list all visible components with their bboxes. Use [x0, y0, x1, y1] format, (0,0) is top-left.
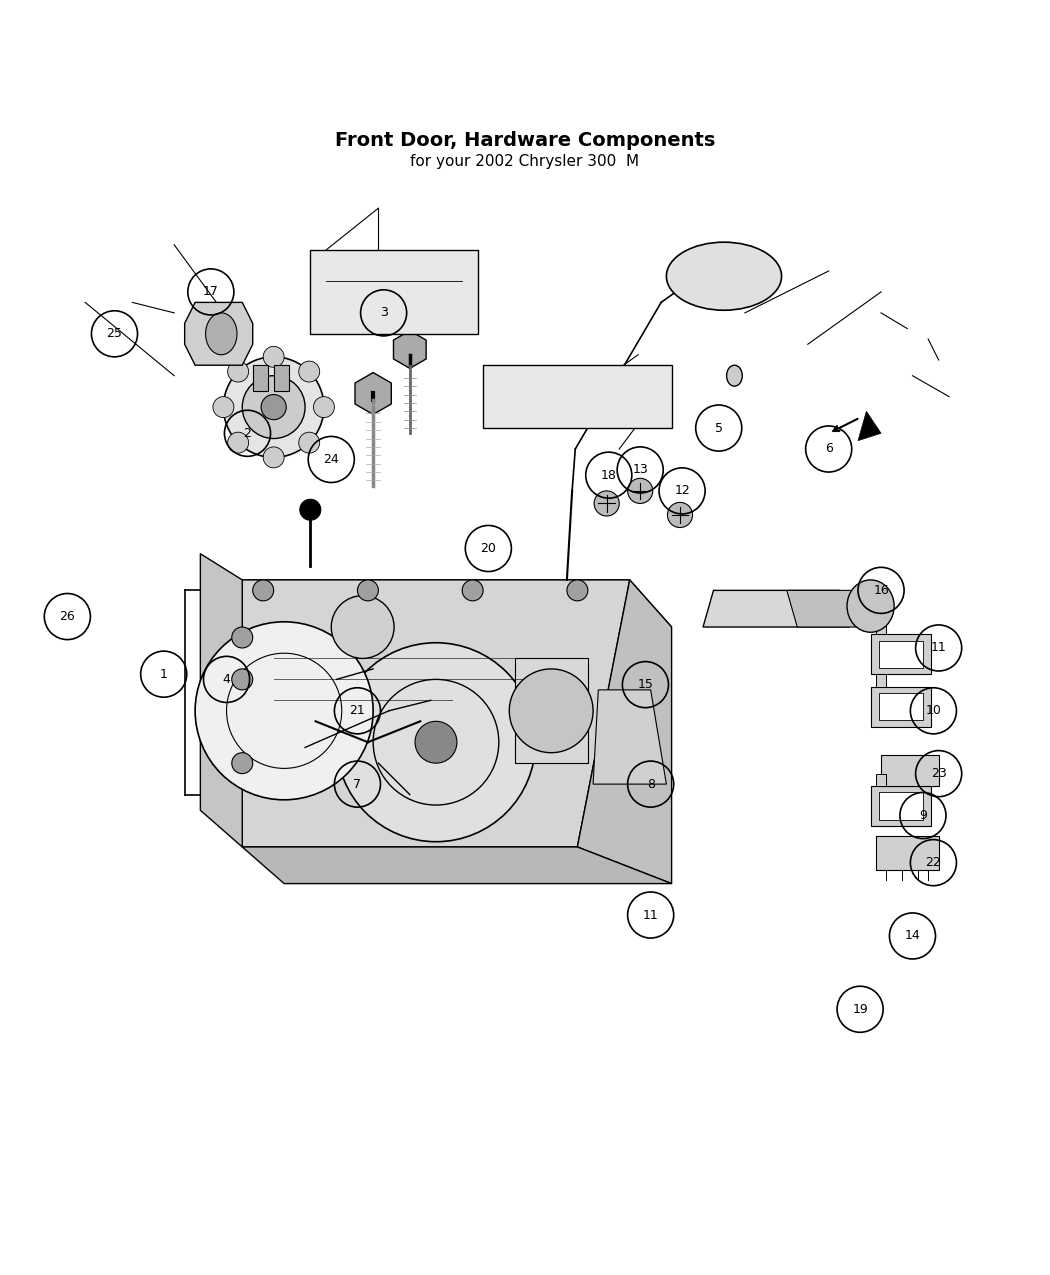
Text: Front Door, Hardware Components: Front Door, Hardware Components	[335, 130, 715, 149]
Text: 14: 14	[905, 929, 921, 942]
Circle shape	[594, 491, 620, 516]
Ellipse shape	[847, 580, 895, 632]
Circle shape	[415, 722, 457, 764]
Polygon shape	[253, 365, 269, 391]
Text: 20: 20	[481, 542, 497, 555]
Polygon shape	[578, 580, 672, 884]
Text: 15: 15	[637, 678, 653, 691]
Polygon shape	[311, 250, 478, 334]
Circle shape	[213, 397, 234, 418]
Text: 12: 12	[674, 484, 690, 497]
Circle shape	[628, 478, 653, 504]
Circle shape	[336, 643, 536, 842]
Polygon shape	[274, 365, 290, 391]
Text: 3: 3	[380, 306, 387, 319]
Text: 23: 23	[930, 768, 946, 780]
Text: 26: 26	[60, 609, 76, 623]
Text: 24: 24	[323, 453, 339, 465]
Polygon shape	[858, 412, 881, 441]
Circle shape	[224, 357, 324, 458]
Polygon shape	[593, 690, 667, 784]
Polygon shape	[881, 755, 939, 787]
Polygon shape	[243, 580, 672, 627]
Polygon shape	[185, 302, 253, 365]
Polygon shape	[876, 836, 939, 870]
Text: 16: 16	[874, 584, 889, 597]
Text: 10: 10	[925, 704, 942, 718]
Circle shape	[300, 500, 321, 520]
Ellipse shape	[727, 365, 742, 386]
Polygon shape	[786, 590, 860, 627]
Text: 25: 25	[106, 328, 123, 340]
Circle shape	[264, 448, 285, 468]
Text: 4: 4	[223, 673, 231, 686]
Text: 6: 6	[824, 442, 833, 455]
Circle shape	[314, 397, 334, 418]
Circle shape	[253, 580, 274, 601]
Circle shape	[331, 595, 394, 658]
Polygon shape	[483, 365, 672, 428]
Circle shape	[232, 669, 253, 690]
Circle shape	[462, 580, 483, 601]
Ellipse shape	[206, 312, 237, 354]
Polygon shape	[704, 590, 849, 627]
Text: 2: 2	[244, 427, 251, 440]
Circle shape	[509, 669, 593, 752]
Text: 17: 17	[203, 286, 218, 298]
Circle shape	[567, 580, 588, 601]
Polygon shape	[870, 687, 931, 727]
Polygon shape	[879, 694, 923, 720]
Polygon shape	[876, 622, 886, 635]
Polygon shape	[870, 787, 931, 826]
Circle shape	[264, 347, 285, 367]
Text: 21: 21	[350, 704, 365, 718]
Circle shape	[228, 361, 249, 382]
Text: 19: 19	[853, 1002, 868, 1016]
Polygon shape	[876, 674, 886, 687]
Text: 11: 11	[643, 909, 658, 922]
Polygon shape	[879, 793, 923, 820]
Circle shape	[299, 432, 319, 453]
Text: 1: 1	[160, 668, 168, 681]
Circle shape	[228, 432, 249, 453]
Circle shape	[232, 627, 253, 648]
Polygon shape	[514, 658, 588, 764]
Polygon shape	[879, 640, 923, 668]
Text: 22: 22	[925, 856, 941, 870]
Circle shape	[195, 622, 373, 799]
Circle shape	[668, 502, 693, 528]
Circle shape	[357, 580, 378, 601]
Text: 5: 5	[715, 422, 722, 435]
Text: 9: 9	[919, 810, 927, 822]
Text: for your 2002 Chrysler 300  M: for your 2002 Chrysler 300 M	[411, 153, 639, 168]
Circle shape	[299, 361, 319, 382]
Circle shape	[232, 752, 253, 774]
Polygon shape	[201, 553, 243, 847]
Polygon shape	[243, 580, 630, 847]
Polygon shape	[394, 330, 426, 368]
Polygon shape	[355, 372, 392, 414]
Polygon shape	[243, 847, 672, 884]
Polygon shape	[876, 774, 886, 787]
Text: 13: 13	[632, 463, 648, 477]
Circle shape	[261, 394, 287, 419]
Circle shape	[243, 376, 306, 439]
Polygon shape	[870, 635, 931, 674]
Ellipse shape	[667, 242, 781, 310]
Text: 7: 7	[354, 778, 361, 790]
Text: 18: 18	[601, 469, 616, 482]
Text: 8: 8	[647, 778, 654, 790]
Text: 11: 11	[930, 641, 946, 654]
